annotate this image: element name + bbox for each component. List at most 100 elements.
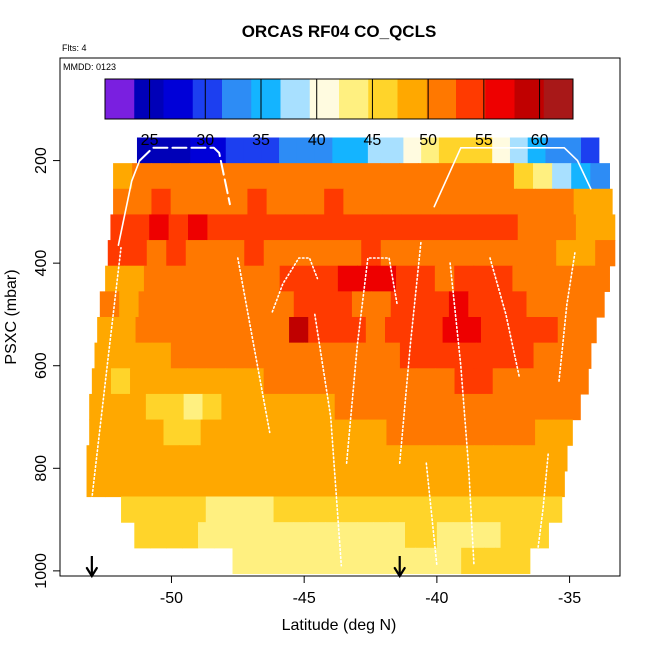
heatmap-cell-5-6	[221, 265, 242, 292]
heatmap-cell-13-0	[86, 470, 106, 498]
heatmap-cell-2-12	[343, 188, 364, 216]
heatmap-cell-2-2	[151, 188, 172, 216]
heatmap-cell-11-6	[200, 419, 220, 446]
heatmap-cell-12-11	[289, 445, 309, 472]
heatmap-cell-12-13	[326, 445, 346, 472]
heatmap-cell-12-5	[178, 445, 198, 472]
heatmap-cell-8-11	[304, 342, 325, 369]
heatmap-cell-8-3	[151, 342, 172, 369]
heatmap-cell-2-5	[209, 188, 229, 216]
heatmap-cell-10-5	[183, 393, 204, 421]
heatmap-cell-15-20	[452, 522, 470, 549]
heatmap-cell-1-16	[418, 163, 439, 190]
heatmap-cell-0-25	[581, 137, 600, 164]
heatmap-cell-4-8	[263, 240, 284, 267]
heatmap-cell-1-15	[399, 163, 420, 190]
heatmap-cell-5-1	[124, 265, 145, 292]
colorbar-segment-5	[251, 79, 281, 119]
heatmap-cell-1-7	[246, 163, 267, 190]
flight-track-1	[117, 159, 141, 246]
heatmap-cell-16-1	[243, 547, 256, 575]
heatmap-cell-16-7	[312, 547, 325, 575]
x-tick-label-0: -50	[160, 590, 183, 607]
heatmap-cell-9-15	[378, 368, 398, 395]
heatmap-cell-13-18	[417, 470, 437, 498]
heatmap-cell-2-16	[420, 188, 440, 216]
heatmap-cell-3-24	[575, 214, 596, 241]
heatmap-cell-13-23	[509, 470, 529, 498]
heatmap-cell-8-7	[228, 342, 248, 369]
x-axis: -50 -45 -40 -35	[160, 576, 581, 607]
heatmap-cell-11-7	[219, 419, 239, 446]
heatmap-cell-9-7	[225, 368, 246, 395]
heatmap-cell-13-19	[435, 470, 455, 498]
heatmap-cell-8-20	[476, 342, 496, 369]
heatmap-cell-4-1	[127, 240, 148, 267]
heatmap-cell-2-6	[228, 188, 249, 216]
heatmap-cell-13-8	[233, 470, 253, 498]
heatmap-cell-6-5	[196, 291, 217, 318]
heatmap-cell-8-0	[94, 342, 115, 369]
heatmap-cell-5-15	[396, 265, 417, 292]
colorbar-tick-label-0: 25	[141, 132, 159, 149]
heatmap-cell-10-16	[391, 393, 411, 421]
heatmap-cell-7-23	[538, 317, 559, 344]
heatmap-cell-4-23	[556, 240, 577, 267]
heatmap-cell-1-22	[533, 163, 553, 190]
heatmap-cell-10-12	[315, 393, 336, 421]
heatmap-cell-14-10	[290, 496, 309, 523]
heatmap-cell-13-22	[490, 470, 510, 498]
heatmap-cell-6-21	[507, 291, 528, 318]
heatmap-cell-5-17	[434, 265, 455, 292]
heatmap-cell-15-19	[436, 522, 454, 549]
heatmap-cell-11-24	[535, 419, 555, 446]
heatmap-cell-13-12	[307, 470, 326, 498]
heatmap-cell-11-16	[386, 419, 406, 446]
heatmap-cell-0-9	[296, 137, 316, 164]
heatmap-cell-5-5	[202, 265, 223, 292]
heatmap-cell-3-2	[149, 214, 170, 241]
heatmap-cell-16-18	[438, 547, 451, 575]
heatmap-cell-12-1	[105, 445, 125, 472]
heatmap-cell-2-13	[362, 188, 383, 216]
heatmap-cell-14-25	[544, 496, 563, 523]
heatmap-cell-2-14	[381, 188, 402, 216]
heatmap-cell-3-1	[129, 214, 150, 241]
heatmap-cell-8-25	[571, 342, 592, 369]
heatmap-cell-10-17	[410, 393, 430, 421]
heatmap-cell-5-4	[182, 265, 203, 292]
heatmap-cell-8-10	[285, 342, 306, 369]
heatmap-cell-9-8	[244, 368, 265, 395]
heatmap-cell-6-15	[390, 291, 411, 318]
heatmap-cell-14-22	[493, 496, 512, 523]
heatmap-cell-8-22	[514, 342, 535, 369]
colorbar-tick-label-1: 30	[196, 132, 214, 149]
heatmap-cell-3-21	[517, 214, 538, 241]
heatmap-cell-13-9	[251, 470, 271, 498]
heatmap-cell-13-1	[104, 470, 124, 498]
heatmap-cell-10-23	[523, 393, 544, 421]
heatmap-cell-10-21	[485, 393, 506, 421]
heatmap-cell-7-4	[173, 317, 194, 344]
heatmap-cell-11-20	[460, 419, 480, 446]
heatmap-cell-15-23	[500, 522, 518, 549]
heatmap-cell-5-18	[454, 265, 475, 292]
heatmap-cell-11-23	[516, 419, 536, 446]
heatmap-cell-16-0	[232, 547, 245, 575]
heatmap-cell-7-17	[423, 317, 444, 344]
heatmap-cell-15-5	[213, 522, 231, 549]
heatmap-cell-7-15	[385, 317, 405, 344]
heatmap-cell-11-10	[274, 419, 295, 446]
heatmap-cell-3-10	[304, 214, 325, 241]
heatmap-cell-5-19	[473, 265, 494, 292]
heatmap-cell-9-1	[110, 368, 131, 395]
heatmap-cell-10-1	[108, 393, 128, 421]
heatmap-cell-12-10	[271, 445, 291, 472]
colorbar-segment-11	[426, 79, 457, 119]
heatmap-cell-4-21	[517, 240, 538, 267]
colorbar-tick-label-3: 40	[308, 132, 326, 149]
heatmap-cell-8-6	[209, 342, 229, 369]
heatmap-cell-4-7	[244, 240, 265, 267]
heatmap-cell-13-3	[141, 470, 161, 498]
